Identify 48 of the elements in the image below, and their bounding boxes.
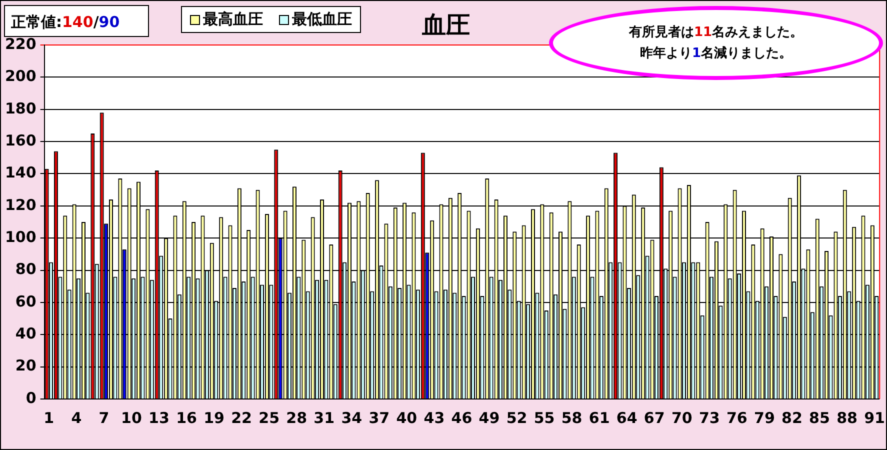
x-tick-label: 88 bbox=[836, 408, 858, 427]
y-tick-label: 0 bbox=[26, 388, 36, 407]
y-tick-label: 220 bbox=[5, 34, 36, 53]
x-tick-label: 64 bbox=[616, 408, 638, 427]
x-tick-label: 13 bbox=[148, 408, 170, 427]
x-tick-label: 55 bbox=[534, 408, 555, 427]
y-tick-label: 80 bbox=[15, 260, 36, 278]
x-tick-label: 91 bbox=[864, 408, 885, 427]
x-tick-label: 49 bbox=[478, 408, 500, 427]
x-tick-label: 10 bbox=[121, 408, 142, 427]
y-tick-label: 180 bbox=[5, 99, 36, 118]
x-tick-label: 40 bbox=[396, 408, 418, 427]
x-tick-label: 61 bbox=[588, 408, 610, 427]
y-tick-label: 100 bbox=[5, 228, 36, 246]
x-tick-label: 70 bbox=[671, 408, 692, 427]
x-tick-label: 73 bbox=[698, 408, 720, 427]
legend-label: 最低血圧 bbox=[291, 10, 352, 29]
x-tick-label: 76 bbox=[726, 408, 748, 427]
x-tick-label: 52 bbox=[506, 408, 528, 427]
x-tick-label: 25 bbox=[258, 408, 280, 427]
x-tick-label: 79 bbox=[754, 408, 775, 427]
x-tick-label: 22 bbox=[231, 408, 252, 427]
x-tick-label: 85 bbox=[809, 408, 830, 427]
y-tick-label: 20 bbox=[15, 356, 36, 375]
x-tick-label: 34 bbox=[341, 408, 362, 427]
y-tick-label: 200 bbox=[5, 67, 36, 86]
y-tick-label: 40 bbox=[15, 324, 36, 343]
x-tick-label: 82 bbox=[782, 408, 802, 427]
x-tick-label: 28 bbox=[286, 408, 308, 427]
x-tick-label: 7 bbox=[98, 408, 110, 427]
x-tick-label: 16 bbox=[176, 408, 197, 427]
x-tick-label: 4 bbox=[71, 408, 82, 427]
x-tick-label: 37 bbox=[368, 408, 390, 427]
x-tick-label: 1 bbox=[44, 408, 54, 427]
text: 正常値:140/90 bbox=[11, 13, 120, 31]
chart-title: 血圧 bbox=[421, 10, 471, 41]
y-tick-label: 140 bbox=[5, 164, 36, 182]
y-tick-label: 60 bbox=[15, 292, 36, 310]
x-tick-label: 58 bbox=[561, 408, 582, 427]
x-tick-label: 31 bbox=[314, 408, 335, 427]
text: 有所見者は11名みえました。 bbox=[628, 25, 804, 40]
x-tick-label: 67 bbox=[644, 408, 665, 427]
y-tick-label: 160 bbox=[5, 131, 36, 150]
legend-label: 最高血圧 bbox=[202, 10, 263, 29]
x-tick-label: 19 bbox=[204, 408, 224, 427]
y-tick-label: 120 bbox=[5, 196, 36, 214]
x-tick-label: 46 bbox=[451, 408, 472, 427]
x-tick-label: 43 bbox=[424, 408, 445, 427]
